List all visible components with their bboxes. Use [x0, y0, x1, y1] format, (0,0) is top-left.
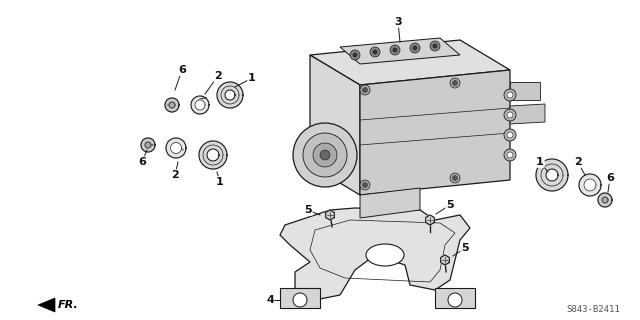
Text: 1: 1 [248, 73, 256, 83]
Polygon shape [510, 82, 540, 100]
Circle shape [293, 123, 357, 187]
Polygon shape [280, 288, 320, 308]
Polygon shape [145, 142, 151, 148]
Circle shape [507, 132, 513, 138]
Text: 4: 4 [266, 295, 274, 305]
Circle shape [452, 175, 458, 180]
Text: 5: 5 [304, 205, 312, 215]
Polygon shape [584, 179, 596, 191]
Circle shape [413, 45, 417, 51]
Circle shape [362, 87, 367, 92]
Circle shape [360, 85, 370, 95]
Text: 6: 6 [138, 157, 146, 167]
Text: 1: 1 [536, 157, 544, 167]
Circle shape [353, 52, 358, 58]
Circle shape [504, 129, 516, 141]
Polygon shape [199, 141, 227, 169]
Circle shape [372, 50, 378, 54]
Text: 6: 6 [178, 65, 186, 75]
Text: S843-B2411: S843-B2411 [566, 306, 620, 315]
Text: 1: 1 [216, 177, 224, 187]
Polygon shape [170, 142, 182, 154]
Polygon shape [598, 193, 612, 207]
Polygon shape [195, 100, 205, 110]
Polygon shape [217, 82, 243, 108]
Polygon shape [310, 40, 510, 85]
Polygon shape [310, 55, 360, 195]
Circle shape [448, 293, 462, 307]
Circle shape [507, 92, 513, 98]
Circle shape [410, 43, 420, 53]
Text: 3: 3 [394, 17, 402, 27]
Circle shape [450, 78, 460, 88]
Polygon shape [602, 197, 608, 203]
Polygon shape [546, 169, 558, 181]
Text: 5: 5 [446, 200, 454, 210]
Circle shape [320, 150, 330, 160]
Polygon shape [141, 138, 155, 152]
Polygon shape [360, 70, 510, 195]
Ellipse shape [366, 244, 404, 266]
Text: FR.: FR. [58, 300, 79, 310]
Polygon shape [326, 210, 334, 220]
Circle shape [450, 173, 460, 183]
Text: 6: 6 [606, 173, 614, 183]
Polygon shape [166, 138, 186, 158]
Polygon shape [169, 102, 175, 108]
Circle shape [507, 152, 513, 158]
Polygon shape [579, 174, 601, 196]
Circle shape [362, 182, 367, 188]
Circle shape [504, 149, 516, 161]
Polygon shape [441, 255, 449, 265]
Circle shape [293, 293, 307, 307]
Circle shape [392, 47, 397, 52]
Polygon shape [340, 38, 460, 64]
Circle shape [433, 44, 438, 49]
Circle shape [430, 41, 440, 51]
Polygon shape [165, 98, 179, 112]
Polygon shape [435, 288, 475, 308]
Circle shape [313, 143, 337, 167]
Circle shape [350, 50, 360, 60]
Polygon shape [510, 104, 545, 124]
Polygon shape [536, 159, 568, 191]
Circle shape [303, 133, 347, 177]
Text: 5: 5 [461, 243, 469, 253]
Text: 2: 2 [574, 157, 582, 167]
Circle shape [360, 180, 370, 190]
Circle shape [452, 81, 458, 85]
Polygon shape [191, 96, 209, 114]
Polygon shape [426, 215, 435, 225]
Polygon shape [225, 90, 235, 100]
Text: 2: 2 [171, 170, 179, 180]
Circle shape [504, 89, 516, 101]
Circle shape [370, 47, 380, 57]
Polygon shape [207, 149, 219, 161]
Polygon shape [38, 298, 55, 312]
Circle shape [507, 112, 513, 118]
Polygon shape [360, 188, 420, 218]
Text: 2: 2 [214, 71, 222, 81]
Polygon shape [280, 208, 470, 300]
Circle shape [390, 45, 400, 55]
Circle shape [504, 109, 516, 121]
